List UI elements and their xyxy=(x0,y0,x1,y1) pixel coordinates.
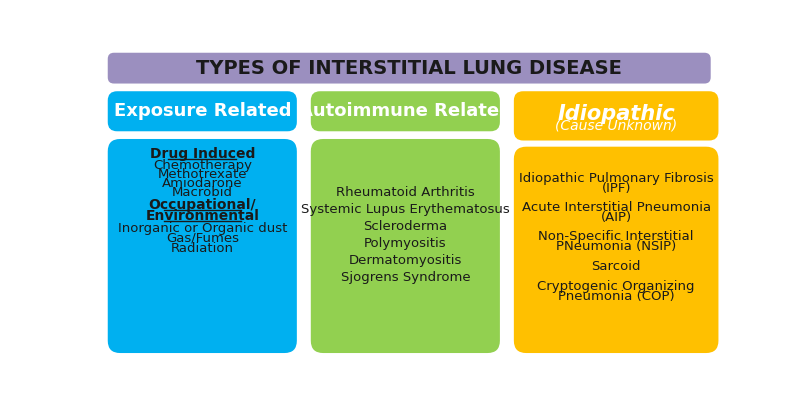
Text: PNeumonia (NSIP): PNeumonia (NSIP) xyxy=(556,240,676,253)
Text: Amiodarone: Amiodarone xyxy=(162,177,242,190)
Text: Dermatomyositis: Dermatomyositis xyxy=(349,254,462,267)
Text: Systemic Lupus Erythematosus: Systemic Lupus Erythematosus xyxy=(301,203,510,216)
Text: Radiation: Radiation xyxy=(171,242,234,255)
Text: Rheumatoid Arthritis: Rheumatoid Arthritis xyxy=(336,186,474,199)
Text: Chemotherapy: Chemotherapy xyxy=(153,159,252,172)
Text: Inorganic or Organic dust: Inorganic or Organic dust xyxy=(118,222,287,235)
Text: (Cause Unknown): (Cause Unknown) xyxy=(555,119,678,133)
FancyBboxPatch shape xyxy=(108,53,710,83)
FancyBboxPatch shape xyxy=(514,91,718,140)
FancyBboxPatch shape xyxy=(310,139,500,353)
Text: Pneumonia (COP): Pneumonia (COP) xyxy=(558,290,674,303)
Text: Idiopathic: Idiopathic xyxy=(558,103,675,124)
Text: Environmental: Environmental xyxy=(146,209,259,223)
Text: Macrobid: Macrobid xyxy=(172,186,233,199)
Text: Non-Specific Interstitial: Non-Specific Interstitial xyxy=(538,230,694,243)
Text: Idiopathic Pulmonary Fibrosis: Idiopathic Pulmonary Fibrosis xyxy=(518,172,714,185)
FancyBboxPatch shape xyxy=(108,91,297,131)
Text: (AIP): (AIP) xyxy=(601,211,632,224)
FancyBboxPatch shape xyxy=(514,147,718,353)
Text: Cryptogenic Organizing: Cryptogenic Organizing xyxy=(538,279,695,293)
Text: Exposure Related: Exposure Related xyxy=(114,102,291,120)
Text: Drug Induced: Drug Induced xyxy=(150,147,255,161)
Text: TYPES OF INTERSTITIAL LUNG DISEASE: TYPES OF INTERSTITIAL LUNG DISEASE xyxy=(196,59,622,78)
Text: Sarcoid: Sarcoid xyxy=(591,259,641,273)
Text: Gas/Fumes: Gas/Fumes xyxy=(166,232,239,245)
Text: Acute Interstitial Pneumonia: Acute Interstitial Pneumonia xyxy=(522,201,710,214)
Text: Methotrexate: Methotrexate xyxy=(158,168,247,181)
FancyBboxPatch shape xyxy=(310,91,500,131)
Text: Polymyositis: Polymyositis xyxy=(364,237,446,250)
Text: Occupational/: Occupational/ xyxy=(149,198,256,212)
Text: Sjogrens Syndrome: Sjogrens Syndrome xyxy=(341,271,470,284)
Text: (IPF): (IPF) xyxy=(602,182,631,195)
FancyBboxPatch shape xyxy=(108,139,297,353)
Text: Autoimmune Related: Autoimmune Related xyxy=(299,102,512,120)
Text: Scleroderma: Scleroderma xyxy=(363,220,447,233)
